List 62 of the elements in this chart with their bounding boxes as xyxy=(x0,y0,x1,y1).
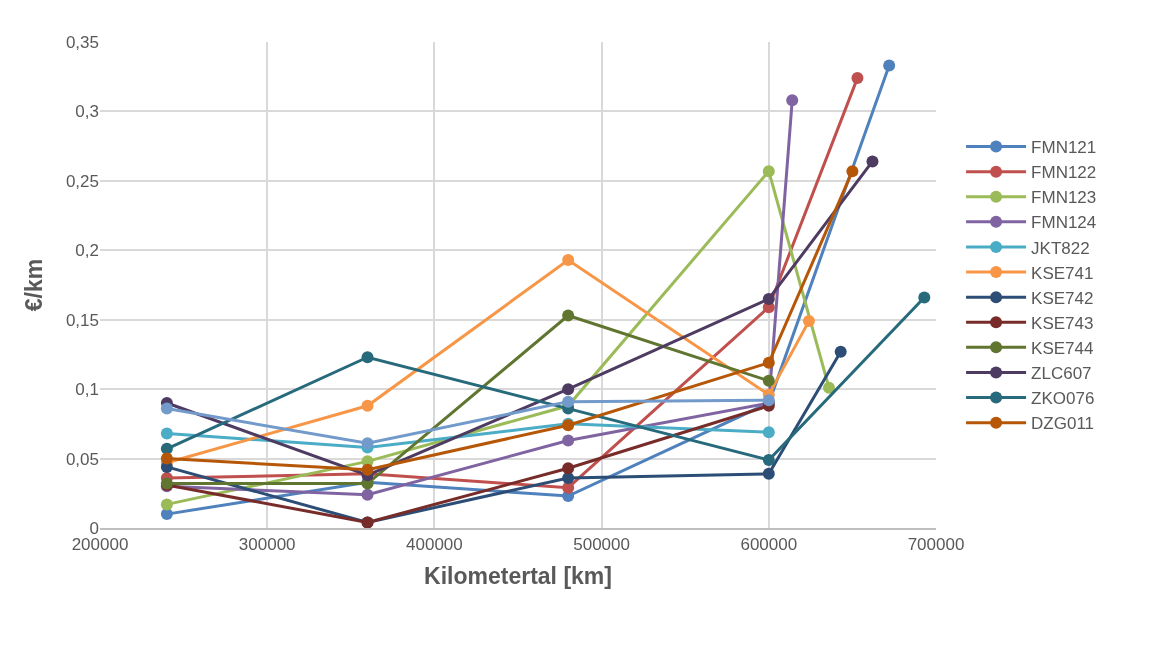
legend-label: ZLC607 xyxy=(1031,364,1092,384)
point xyxy=(562,254,575,266)
point xyxy=(762,426,775,439)
point xyxy=(160,498,173,511)
y-tick-label: 0,25 xyxy=(65,171,99,191)
point xyxy=(361,463,374,476)
point xyxy=(361,351,374,364)
legend-label: FMN122 xyxy=(1031,163,1097,183)
point xyxy=(562,309,575,322)
point xyxy=(160,402,173,415)
point xyxy=(361,488,374,501)
point xyxy=(866,155,879,168)
point xyxy=(562,434,575,447)
y-axis-title: €/km xyxy=(21,258,48,312)
x-tick-label: 700000 xyxy=(907,535,965,555)
y-tick-label: 0,05 xyxy=(65,449,99,469)
point xyxy=(361,437,374,450)
point xyxy=(883,59,896,72)
point xyxy=(160,508,173,521)
legend-label: JKT822 xyxy=(1031,238,1090,258)
point xyxy=(786,94,799,107)
point xyxy=(762,292,775,305)
legend-label: DZG011 xyxy=(1031,414,1095,434)
x-tick-label: 500000 xyxy=(573,535,630,555)
y-tick-label: 0,1 xyxy=(75,380,99,400)
legend-label: ZKO076 xyxy=(1031,389,1095,409)
point xyxy=(823,381,835,394)
point xyxy=(160,452,173,465)
point xyxy=(160,442,173,455)
y-tick-label: 0,35 xyxy=(65,32,99,52)
y-tick-label: 0,3 xyxy=(75,102,99,122)
point xyxy=(562,472,575,484)
y-tick-label: 0,15 xyxy=(65,310,99,330)
point xyxy=(802,315,815,328)
x-tick-label: 400000 xyxy=(406,535,463,555)
point xyxy=(160,427,173,440)
point xyxy=(846,165,859,178)
point xyxy=(762,467,775,480)
y-tick-label: 0 xyxy=(89,518,99,538)
point xyxy=(361,399,374,412)
legend-label: KSE744 xyxy=(1031,338,1094,358)
point xyxy=(762,165,775,178)
point xyxy=(562,383,575,396)
legend-label: FMN124 xyxy=(1031,213,1097,233)
point xyxy=(918,291,931,304)
point xyxy=(762,453,775,466)
point xyxy=(562,395,575,408)
legend-label: KSE741 xyxy=(1031,263,1094,283)
legend-label: FMN121 xyxy=(1031,138,1097,158)
x-tick-label: 300000 xyxy=(238,535,296,555)
point xyxy=(851,72,864,85)
legend-label: KSE742 xyxy=(1031,288,1094,308)
x-tick-label: 200000 xyxy=(71,535,129,555)
legend-label: FMN123 xyxy=(1031,188,1097,208)
legend-label: KSE743 xyxy=(1031,313,1094,333)
point xyxy=(834,345,847,358)
y-tick-label: 0,2 xyxy=(75,241,99,261)
x-tick-label: 600000 xyxy=(740,535,798,555)
point xyxy=(562,462,575,475)
x-axis-title: Kilometertal [km] xyxy=(424,562,612,589)
point xyxy=(762,356,775,369)
point xyxy=(762,374,775,387)
